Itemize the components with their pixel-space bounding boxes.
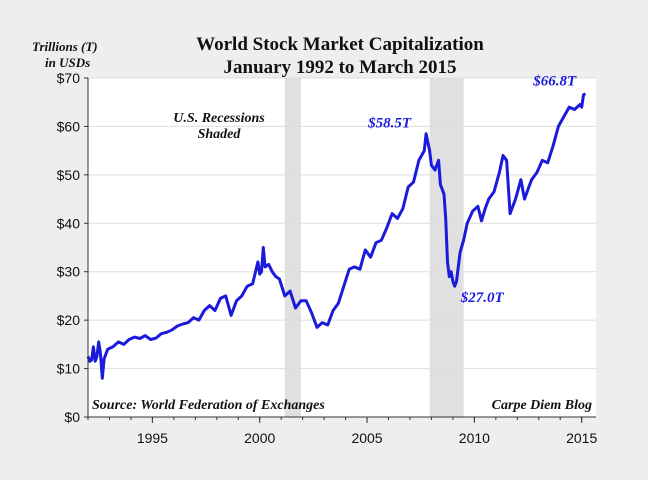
annotation-2: $27.0T	[460, 290, 505, 306]
y-tick-label-10: $10	[57, 361, 81, 377]
y-tick-label-0: $0	[64, 409, 80, 425]
recession-label-line2: Shaded	[198, 127, 242, 142]
y-tick-label-20: $20	[57, 312, 81, 328]
series-line-1	[86, 92, 587, 380]
y-tick-label-30: $30	[57, 264, 81, 280]
series-layer	[86, 92, 587, 380]
source-note: Source: World Federation of Exchanges	[92, 398, 325, 413]
annotation-1: $58.5T	[367, 116, 412, 132]
credit-note: Carpe Diem Blog	[492, 398, 592, 413]
recession-label-line1: U.S. Recessions	[173, 111, 265, 126]
chart-subtitle: January 1992 to March 2015	[224, 57, 457, 78]
annotation-3: $66.8T	[532, 73, 577, 89]
x-tick-label-2010: 2010	[459, 430, 490, 446]
y-tick-label-60: $60	[57, 118, 81, 134]
y-ticks: $0 $10 $20 $30 $40 $50 $60 $70	[57, 70, 88, 425]
y-tick-label-50: $50	[57, 167, 81, 183]
y-tick-label-70: $70	[57, 70, 81, 86]
y-unit-label-line1: Trillions (T)	[32, 39, 98, 54]
gridlines	[88, 77, 596, 370]
x-tick-label-2000: 2000	[244, 430, 275, 446]
recession-band-1	[284, 78, 301, 417]
x-ticks: 1995 2000 2005 2010 2015	[87, 417, 597, 446]
annotations: $58.5T $27.0T $66.8T	[367, 73, 577, 306]
y-tick-label-40: $40	[57, 215, 81, 231]
x-tick-label-2005: 2005	[351, 430, 382, 446]
axes	[87, 78, 596, 418]
x-tick-label-1995: 1995	[137, 430, 168, 446]
plot-area	[88, 78, 596, 417]
chart-title: World Stock Market Capitalization	[196, 34, 484, 55]
y-unit-label-line2: in USDs	[45, 55, 90, 70]
x-tick-label-2015: 2015	[566, 430, 597, 446]
